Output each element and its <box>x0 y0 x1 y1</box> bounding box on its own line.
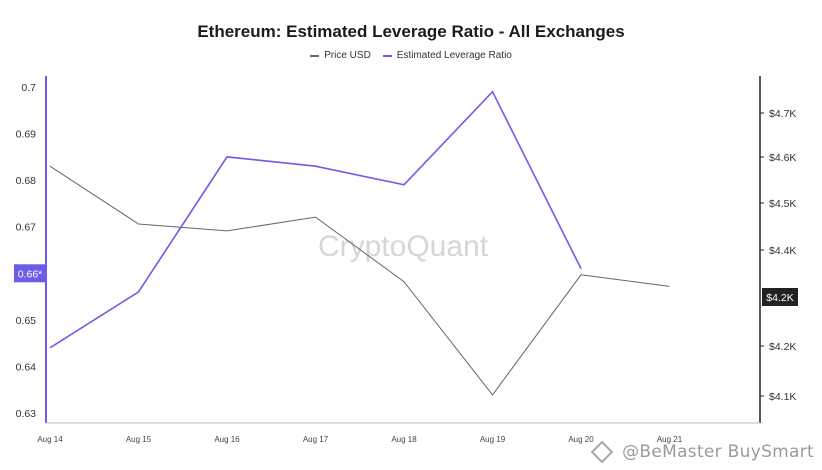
y-right-tick-label: $4.7K <box>769 108 796 120</box>
y-right-tick-label: $4.2K <box>769 341 796 353</box>
y-right-tick-label: $4.4K <box>769 245 796 257</box>
y-left-tick-label: 0.69 <box>16 129 37 141</box>
left-value-marker-label: 0.66* <box>18 268 43 280</box>
legend-item-price[interactable]: Price USD <box>310 50 371 61</box>
x-tick-label: Aug 14 <box>37 435 63 444</box>
right-value-marker <box>762 288 798 306</box>
y-left-tick-label: 0.7 <box>21 82 36 94</box>
legend-swatch-price <box>310 54 320 57</box>
y-left-tick-label: 0.63 <box>16 408 37 420</box>
watermark-layer: CryptoQuant <box>318 230 489 263</box>
x-tick-label: Aug 21 <box>657 435 683 444</box>
leverage-ratio-line <box>49 90 582 349</box>
y-left-tick-label: 0.67 <box>16 222 37 234</box>
x-tick-label: Aug 19 <box>480 435 506 444</box>
watermark-text: CryptoQuant <box>318 230 489 263</box>
footer-brand-text: @BeMaster BuySmart <box>622 442 814 462</box>
legend-label-price: Price USD <box>324 50 371 61</box>
footer-brand: @BeMaster BuySmart <box>590 440 814 464</box>
y-right-tick-label: $4.1K <box>769 391 796 403</box>
chart-title: Ethereum: Estimated Leverage Ratio - All… <box>197 22 625 41</box>
y-left-tick-label: 0.68 <box>16 175 37 187</box>
legend-item-leverage[interactable]: Estimated Leverage Ratio <box>382 50 512 61</box>
x-tick-label: Aug 20 <box>568 435 594 444</box>
x-tick-label: Aug 16 <box>214 435 240 444</box>
series-layer <box>49 90 670 396</box>
x-tick-label: Aug 15 <box>126 435 152 444</box>
right-value-marker-label: $4.2K <box>766 292 793 304</box>
chart-legend: Price USD Estimated Leverage Ratio <box>0 50 822 61</box>
x-tick-label: Aug 17 <box>303 435 329 444</box>
legend-label-leverage: Estimated Leverage Ratio <box>396 50 512 61</box>
ticks-layer: 0.7 0.69 0.68 0.67 0.65 0.64 0.63 0.66* $4.7K $4.… <box>14 82 798 444</box>
left-value-marker <box>14 264 46 283</box>
y-left-tick-label: 0.64 <box>16 361 37 373</box>
x-tick-label: Aug 18 <box>391 435 417 444</box>
y-right-tick-label: $4.6K <box>769 152 796 164</box>
y-right-tick-label: $4.5K <box>769 198 796 210</box>
brand-logo-icon <box>590 440 614 464</box>
y-left-tick-label: 0.65 <box>16 315 37 327</box>
price-usd-line <box>49 165 670 396</box>
legend-swatch-leverage <box>382 54 392 57</box>
